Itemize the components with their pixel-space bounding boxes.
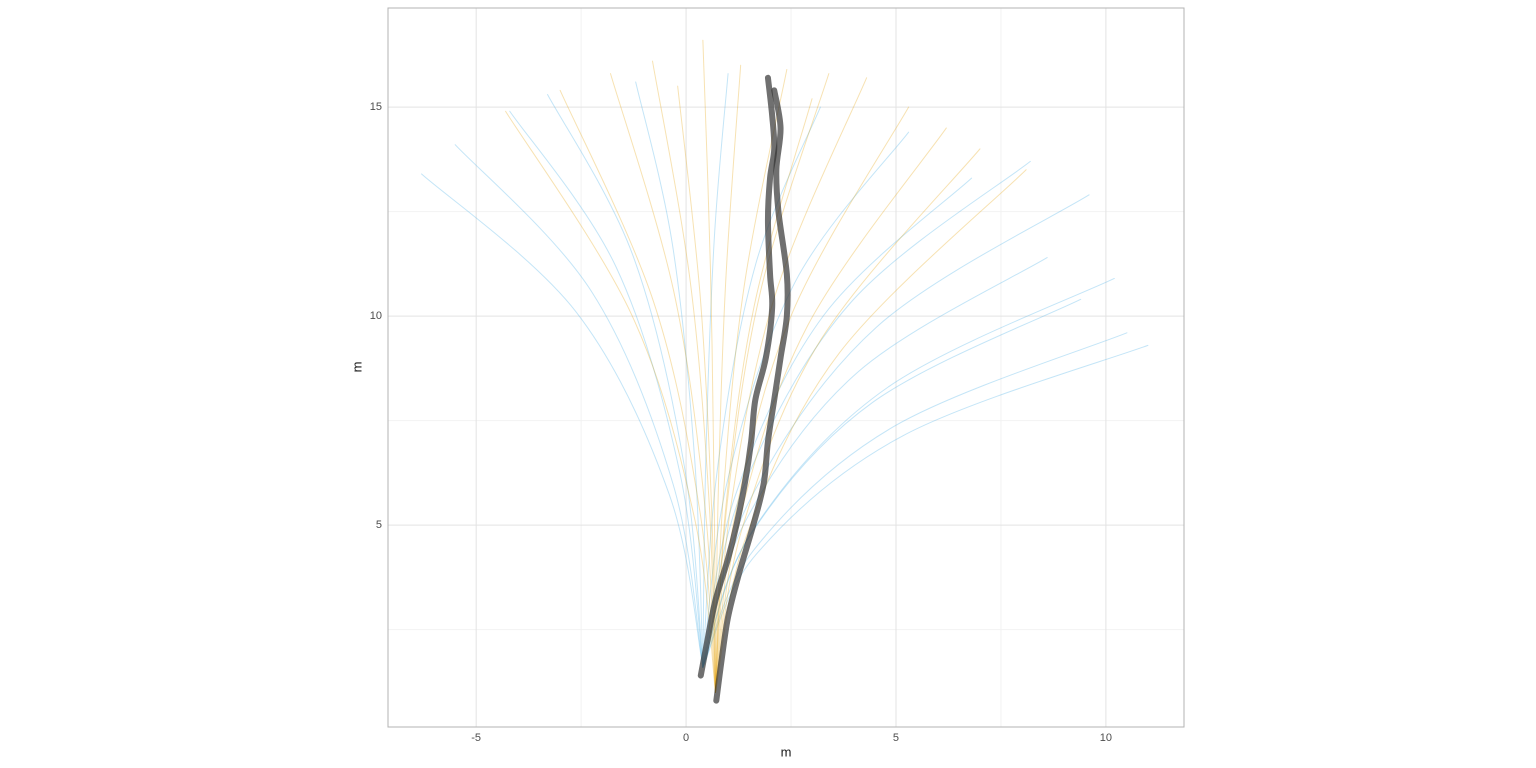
trajectory <box>702 344 1149 668</box>
trajectory <box>505 110 716 693</box>
trajectory <box>714 68 788 693</box>
trajectory <box>714 169 1027 693</box>
x-tick-label: 5 <box>893 732 899 744</box>
y-axis-title: m <box>349 362 364 373</box>
y-tick-label: 5 <box>376 519 382 531</box>
trajectory <box>702 131 910 668</box>
trajectory <box>714 127 947 693</box>
trajectory <box>702 332 1128 668</box>
trajectory <box>547 94 704 668</box>
trajectory <box>702 298 1082 668</box>
trajectory <box>714 148 981 693</box>
trajectory <box>697 74 778 679</box>
trajectory <box>509 110 704 668</box>
x-tick-label: 10 <box>1100 732 1112 744</box>
trajectory <box>454 144 704 668</box>
trajectory <box>702 160 1031 668</box>
trajectory <box>714 77 868 693</box>
x-axis-title: m <box>781 744 792 759</box>
y-tick-label: 15 <box>370 101 382 113</box>
x-tick-label: -5 <box>471 732 481 744</box>
trajectory <box>559 89 716 693</box>
trajectory <box>635 81 704 668</box>
trajectory <box>713 87 791 704</box>
trajectory <box>702 73 729 668</box>
trajectory <box>714 73 830 693</box>
x-tick-label: 0 <box>683 732 689 744</box>
trajectory <box>702 277 1115 668</box>
trajectory <box>610 73 716 693</box>
trajectory <box>421 173 704 668</box>
plot-border <box>387 7 1185 728</box>
trajectory <box>714 98 813 693</box>
trajectory <box>702 106 821 668</box>
y-tick-label: 10 <box>370 310 382 322</box>
trajectory <box>714 106 910 693</box>
